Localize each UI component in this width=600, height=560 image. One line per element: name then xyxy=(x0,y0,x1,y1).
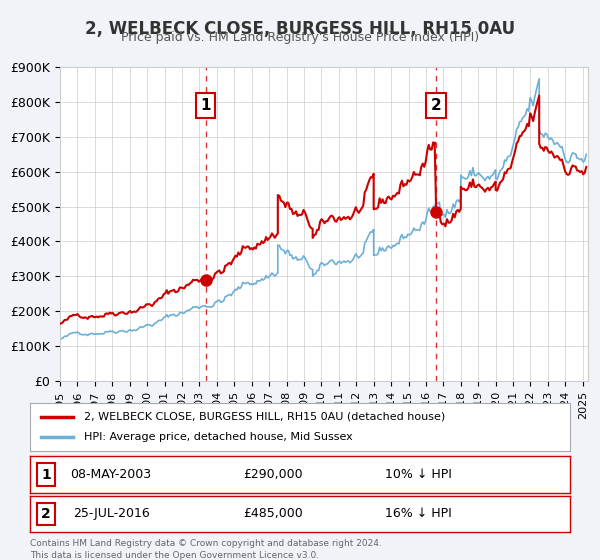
Text: Contains HM Land Registry data © Crown copyright and database right 2024.
This d: Contains HM Land Registry data © Crown c… xyxy=(30,539,382,560)
Text: 2: 2 xyxy=(41,507,51,521)
Text: Price paid vs. HM Land Registry's House Price Index (HPI): Price paid vs. HM Land Registry's House … xyxy=(121,31,479,44)
Text: 2, WELBECK CLOSE, BURGESS HILL, RH15 0AU (detached house): 2, WELBECK CLOSE, BURGESS HILL, RH15 0AU… xyxy=(84,412,445,422)
Text: 2: 2 xyxy=(430,98,441,113)
Text: 08-MAY-2003: 08-MAY-2003 xyxy=(70,468,152,481)
Text: £485,000: £485,000 xyxy=(243,507,303,520)
Text: 2, WELBECK CLOSE, BURGESS HILL, RH15 0AU: 2, WELBECK CLOSE, BURGESS HILL, RH15 0AU xyxy=(85,20,515,38)
Text: 10% ↓ HPI: 10% ↓ HPI xyxy=(385,468,452,481)
Text: HPI: Average price, detached house, Mid Sussex: HPI: Average price, detached house, Mid … xyxy=(84,432,353,442)
Text: 16% ↓ HPI: 16% ↓ HPI xyxy=(385,507,452,520)
Text: 25-JUL-2016: 25-JUL-2016 xyxy=(73,507,149,520)
Text: 1: 1 xyxy=(41,468,51,482)
Text: £290,000: £290,000 xyxy=(243,468,303,481)
Text: 1: 1 xyxy=(200,98,211,113)
